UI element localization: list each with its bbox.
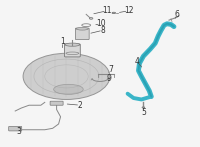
Text: 2: 2	[78, 101, 83, 110]
Text: 6: 6	[174, 10, 179, 19]
Text: 7: 7	[108, 65, 113, 74]
Text: 8: 8	[101, 26, 105, 35]
Ellipse shape	[89, 17, 93, 19]
Text: 1: 1	[60, 37, 65, 46]
Text: 10: 10	[96, 19, 106, 28]
Ellipse shape	[112, 12, 116, 14]
Text: 3: 3	[17, 127, 22, 136]
FancyBboxPatch shape	[64, 44, 80, 57]
FancyBboxPatch shape	[50, 101, 63, 105]
FancyBboxPatch shape	[9, 126, 22, 131]
Ellipse shape	[65, 43, 80, 46]
Ellipse shape	[142, 107, 145, 108]
FancyBboxPatch shape	[75, 28, 89, 40]
Text: 5: 5	[141, 108, 146, 117]
Ellipse shape	[23, 53, 110, 100]
Ellipse shape	[54, 84, 83, 94]
Ellipse shape	[76, 27, 88, 30]
Text: 12: 12	[124, 6, 133, 15]
Text: 9: 9	[106, 74, 111, 83]
Text: 11: 11	[102, 6, 112, 15]
Text: 4: 4	[135, 57, 140, 66]
